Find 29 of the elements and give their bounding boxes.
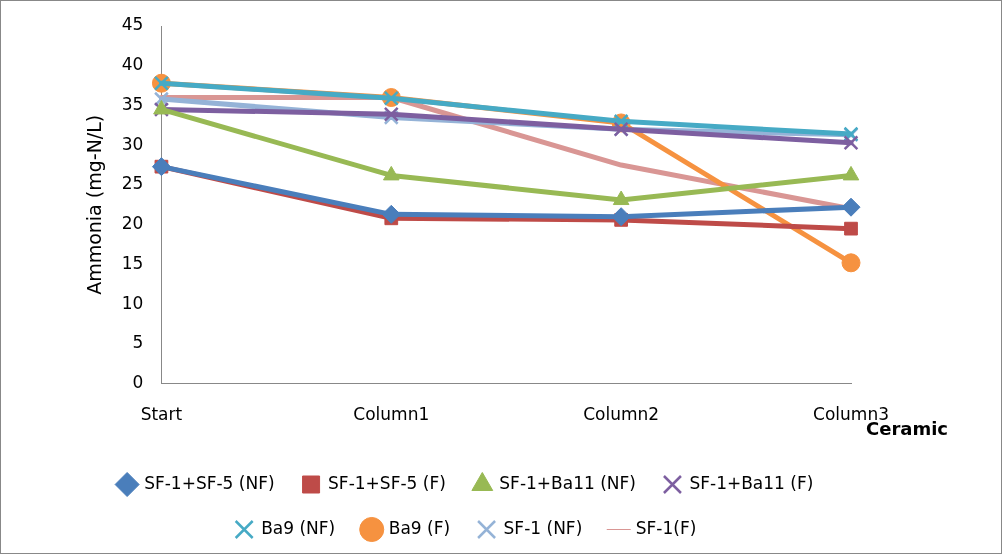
legend-label: SF-1+Ba11 (F) — [689, 472, 814, 493]
point — [844, 221, 858, 236]
point — [841, 253, 861, 273]
point — [841, 197, 861, 217]
y-tick-label: 35 — [121, 93, 144, 114]
legend-label: SF-1+SF-5 (NF) — [144, 472, 275, 493]
y-tick-label: 10 — [121, 292, 144, 313]
y-tick-label: 20 — [121, 213, 144, 234]
y-axis-title: Ammonia (mg-N/L) — [83, 114, 106, 295]
x-tick-label: Column1 — [353, 404, 430, 425]
legend-label: SF-1+SF-5 (F) — [328, 472, 446, 493]
x-tick-label: Column2 — [583, 404, 660, 425]
legend-label: Ba9 (NF) — [261, 517, 336, 538]
point — [843, 135, 859, 151]
y-tick-label: 30 — [121, 133, 144, 154]
y-tick-label: 40 — [121, 54, 144, 75]
legend-label: SF-1+Ba11 (NF) — [499, 472, 636, 493]
point — [612, 190, 630, 206]
y-tick-label: 0 — [132, 372, 144, 393]
legend-label: SF-1 (NF) — [503, 517, 583, 538]
point — [381, 204, 401, 224]
y-tick-label: 45 — [121, 14, 144, 35]
y-tick-label: 25 — [121, 173, 144, 194]
legend-label: SF-1(F) — [635, 517, 697, 538]
y-tick-label: 15 — [121, 252, 144, 273]
legend-label: Ba9 (F) — [388, 517, 451, 538]
x-tick-label: Start — [140, 404, 183, 425]
point — [611, 207, 631, 227]
y-tick-label: 5 — [132, 332, 144, 353]
